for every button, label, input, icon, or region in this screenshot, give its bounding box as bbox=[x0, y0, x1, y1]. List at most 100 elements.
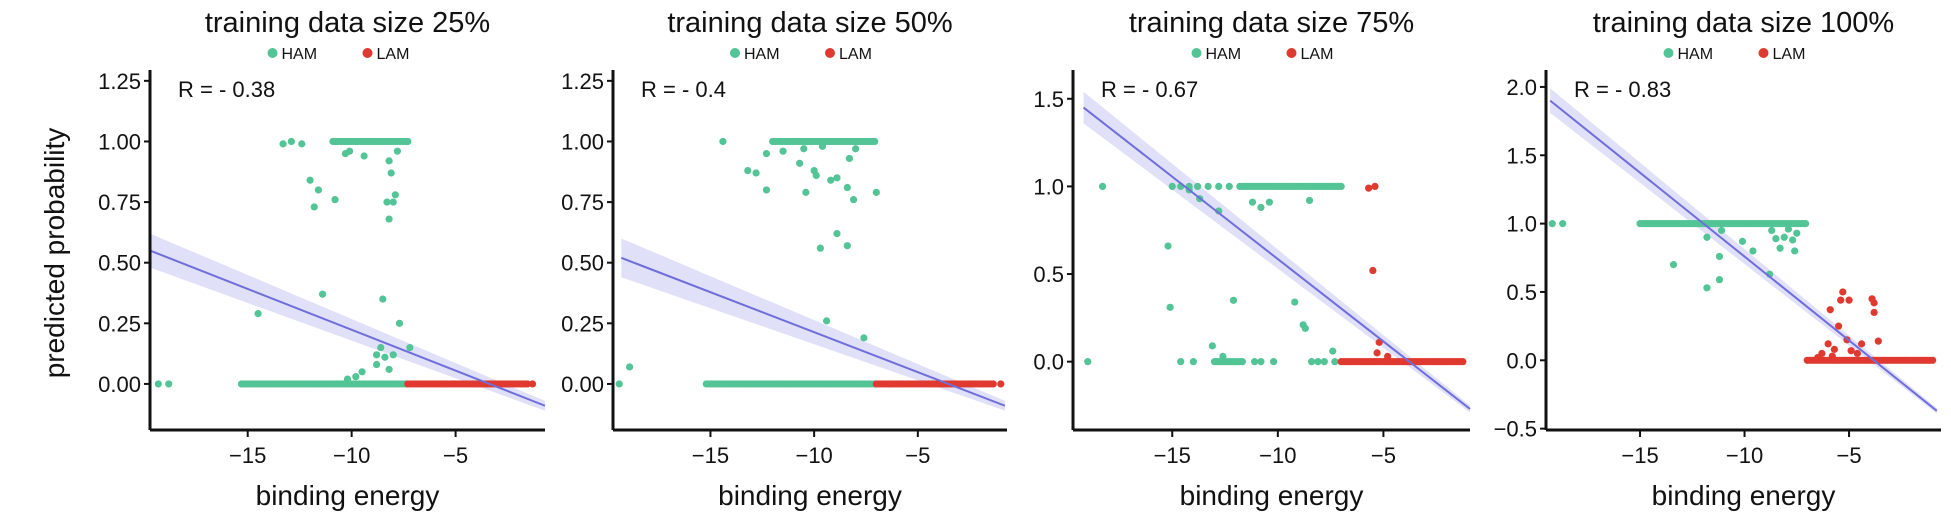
points bbox=[154, 137, 537, 388]
data-point-ham bbox=[1793, 229, 1801, 237]
data-point-lam bbox=[1830, 345, 1839, 353]
data-point-lam bbox=[997, 380, 1005, 388]
data-point-ham bbox=[1204, 182, 1212, 191]
y-tick-label: −0.5 bbox=[1494, 417, 1537, 442]
data-point-ham bbox=[1166, 303, 1174, 311]
legend: HAM LAM bbox=[730, 46, 872, 63]
data-point-ham bbox=[744, 166, 752, 175]
data-point-ham bbox=[625, 363, 634, 371]
data-point-lam bbox=[1845, 296, 1853, 304]
data-point-lam bbox=[1870, 299, 1878, 307]
legend-label-lam: LAM bbox=[1301, 46, 1334, 63]
data-point-lam bbox=[1857, 340, 1866, 348]
data-point-ham bbox=[1208, 342, 1216, 350]
data-point-ham bbox=[154, 380, 162, 388]
legend: HAM LAM bbox=[267, 46, 409, 63]
x-tick-label: −5 bbox=[1371, 443, 1396, 468]
data-point-ham bbox=[1768, 226, 1776, 235]
data-point-lam bbox=[1853, 349, 1862, 358]
data-point-ham bbox=[1301, 324, 1309, 332]
y-tick-label: 0.0 bbox=[1506, 348, 1537, 373]
data-point-ham bbox=[796, 159, 804, 167]
legend-marker-lam bbox=[362, 48, 373, 58]
data-point-ham bbox=[298, 140, 306, 148]
data-point-lam bbox=[1834, 322, 1843, 330]
y-tick-label: 1.25 bbox=[561, 69, 604, 94]
data-point-ham bbox=[1715, 252, 1724, 261]
data-point-ham bbox=[381, 353, 389, 361]
legend-label-ham: HAM bbox=[282, 46, 318, 63]
data-point-ham bbox=[379, 295, 387, 303]
correlation-annotation: R = - 0.67 bbox=[1101, 77, 1198, 102]
data-point-ham bbox=[331, 196, 339, 204]
data-point-ham bbox=[279, 140, 287, 148]
data-point-ham bbox=[1270, 358, 1278, 366]
legend: HAM LAM bbox=[1191, 46, 1334, 63]
data-point-ham bbox=[833, 230, 841, 238]
data-point-ham bbox=[1215, 182, 1223, 191]
y-tick-label: 0.00 bbox=[98, 372, 141, 397]
data-point-ham bbox=[843, 183, 851, 192]
data-point-ham bbox=[1238, 358, 1246, 366]
data-point-ham bbox=[1548, 220, 1556, 228]
data-point-lam bbox=[1365, 184, 1373, 192]
data-point-ham bbox=[779, 147, 787, 155]
y-tick-label: 0.50 bbox=[561, 251, 604, 276]
legend-label-ham: HAM bbox=[1678, 46, 1714, 63]
data-point-ham bbox=[1780, 233, 1788, 241]
data-point-ham bbox=[1229, 296, 1238, 304]
data-point-ham bbox=[345, 147, 354, 155]
legend-label-lam: LAM bbox=[1773, 46, 1806, 63]
points bbox=[1084, 182, 1467, 366]
data-point-ham bbox=[377, 343, 385, 352]
y-tick-label: 1.25 bbox=[98, 69, 141, 94]
legend-marker-ham bbox=[1191, 48, 1202, 58]
x-tick-label: −15 bbox=[229, 443, 266, 468]
data-point-ham bbox=[827, 176, 835, 184]
data-point-ham bbox=[373, 351, 381, 359]
y-tick-label: 1.0 bbox=[1033, 174, 1064, 199]
y-tick-label: 0.5 bbox=[1033, 262, 1064, 287]
panel-1: training data size 25% HAM LAM 0.00 0.25 0.50… bbox=[39, 7, 546, 511]
legend: HAM LAM bbox=[1663, 46, 1806, 63]
data-point-ham bbox=[1248, 198, 1257, 206]
x-tick-label: −10 bbox=[333, 443, 370, 468]
data-point-ham bbox=[1669, 261, 1678, 269]
confidence-band bbox=[621, 238, 1005, 411]
x-tick-label: −15 bbox=[692, 443, 729, 468]
data-point-ham bbox=[845, 154, 854, 163]
data-point-lam bbox=[528, 380, 537, 388]
panel-title: training data size 75% bbox=[1129, 7, 1414, 39]
data-point-ham bbox=[165, 380, 173, 388]
legend-label-ham: HAM bbox=[1206, 46, 1242, 63]
regression-line bbox=[620, 256, 1006, 407]
data-point-ham bbox=[385, 157, 393, 165]
data-point-ham bbox=[1772, 235, 1780, 243]
data-point-ham bbox=[387, 169, 395, 177]
data-point-ham bbox=[406, 343, 414, 352]
data-point-ham bbox=[762, 186, 771, 194]
data-point-ham bbox=[1559, 220, 1567, 228]
data-point-lam bbox=[523, 380, 532, 388]
panel-2: training data size 50% HAM LAM 0.00 0.25 0.50… bbox=[561, 7, 1007, 511]
data-point-ham bbox=[310, 203, 318, 211]
data-point-ham bbox=[352, 373, 360, 381]
data-point-ham bbox=[306, 176, 314, 184]
data-point-ham bbox=[1164, 242, 1172, 250]
data-point-ham bbox=[762, 149, 771, 158]
legend-marker-lam bbox=[1758, 48, 1769, 58]
data-point-ham bbox=[1749, 247, 1757, 255]
data-point-ham bbox=[1265, 198, 1273, 206]
data-point-ham bbox=[391, 191, 399, 199]
regression-line bbox=[149, 249, 546, 407]
y-tick-label: 1.0 bbox=[1506, 212, 1537, 237]
legend-label-lam: LAM bbox=[839, 46, 872, 63]
data-point-ham bbox=[383, 198, 391, 206]
data-point-ham bbox=[1257, 358, 1265, 366]
data-point-ham bbox=[1791, 247, 1799, 255]
data-point-lam bbox=[1929, 356, 1937, 364]
data-point-ham bbox=[360, 152, 368, 160]
data-point-ham bbox=[1329, 347, 1337, 355]
x-tick-label: −10 bbox=[795, 443, 832, 468]
